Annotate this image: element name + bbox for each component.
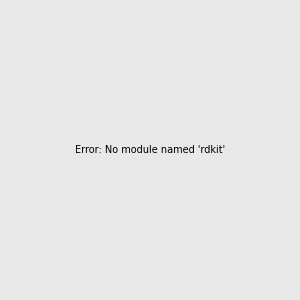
- Text: Error: No module named 'rdkit': Error: No module named 'rdkit': [75, 145, 225, 155]
